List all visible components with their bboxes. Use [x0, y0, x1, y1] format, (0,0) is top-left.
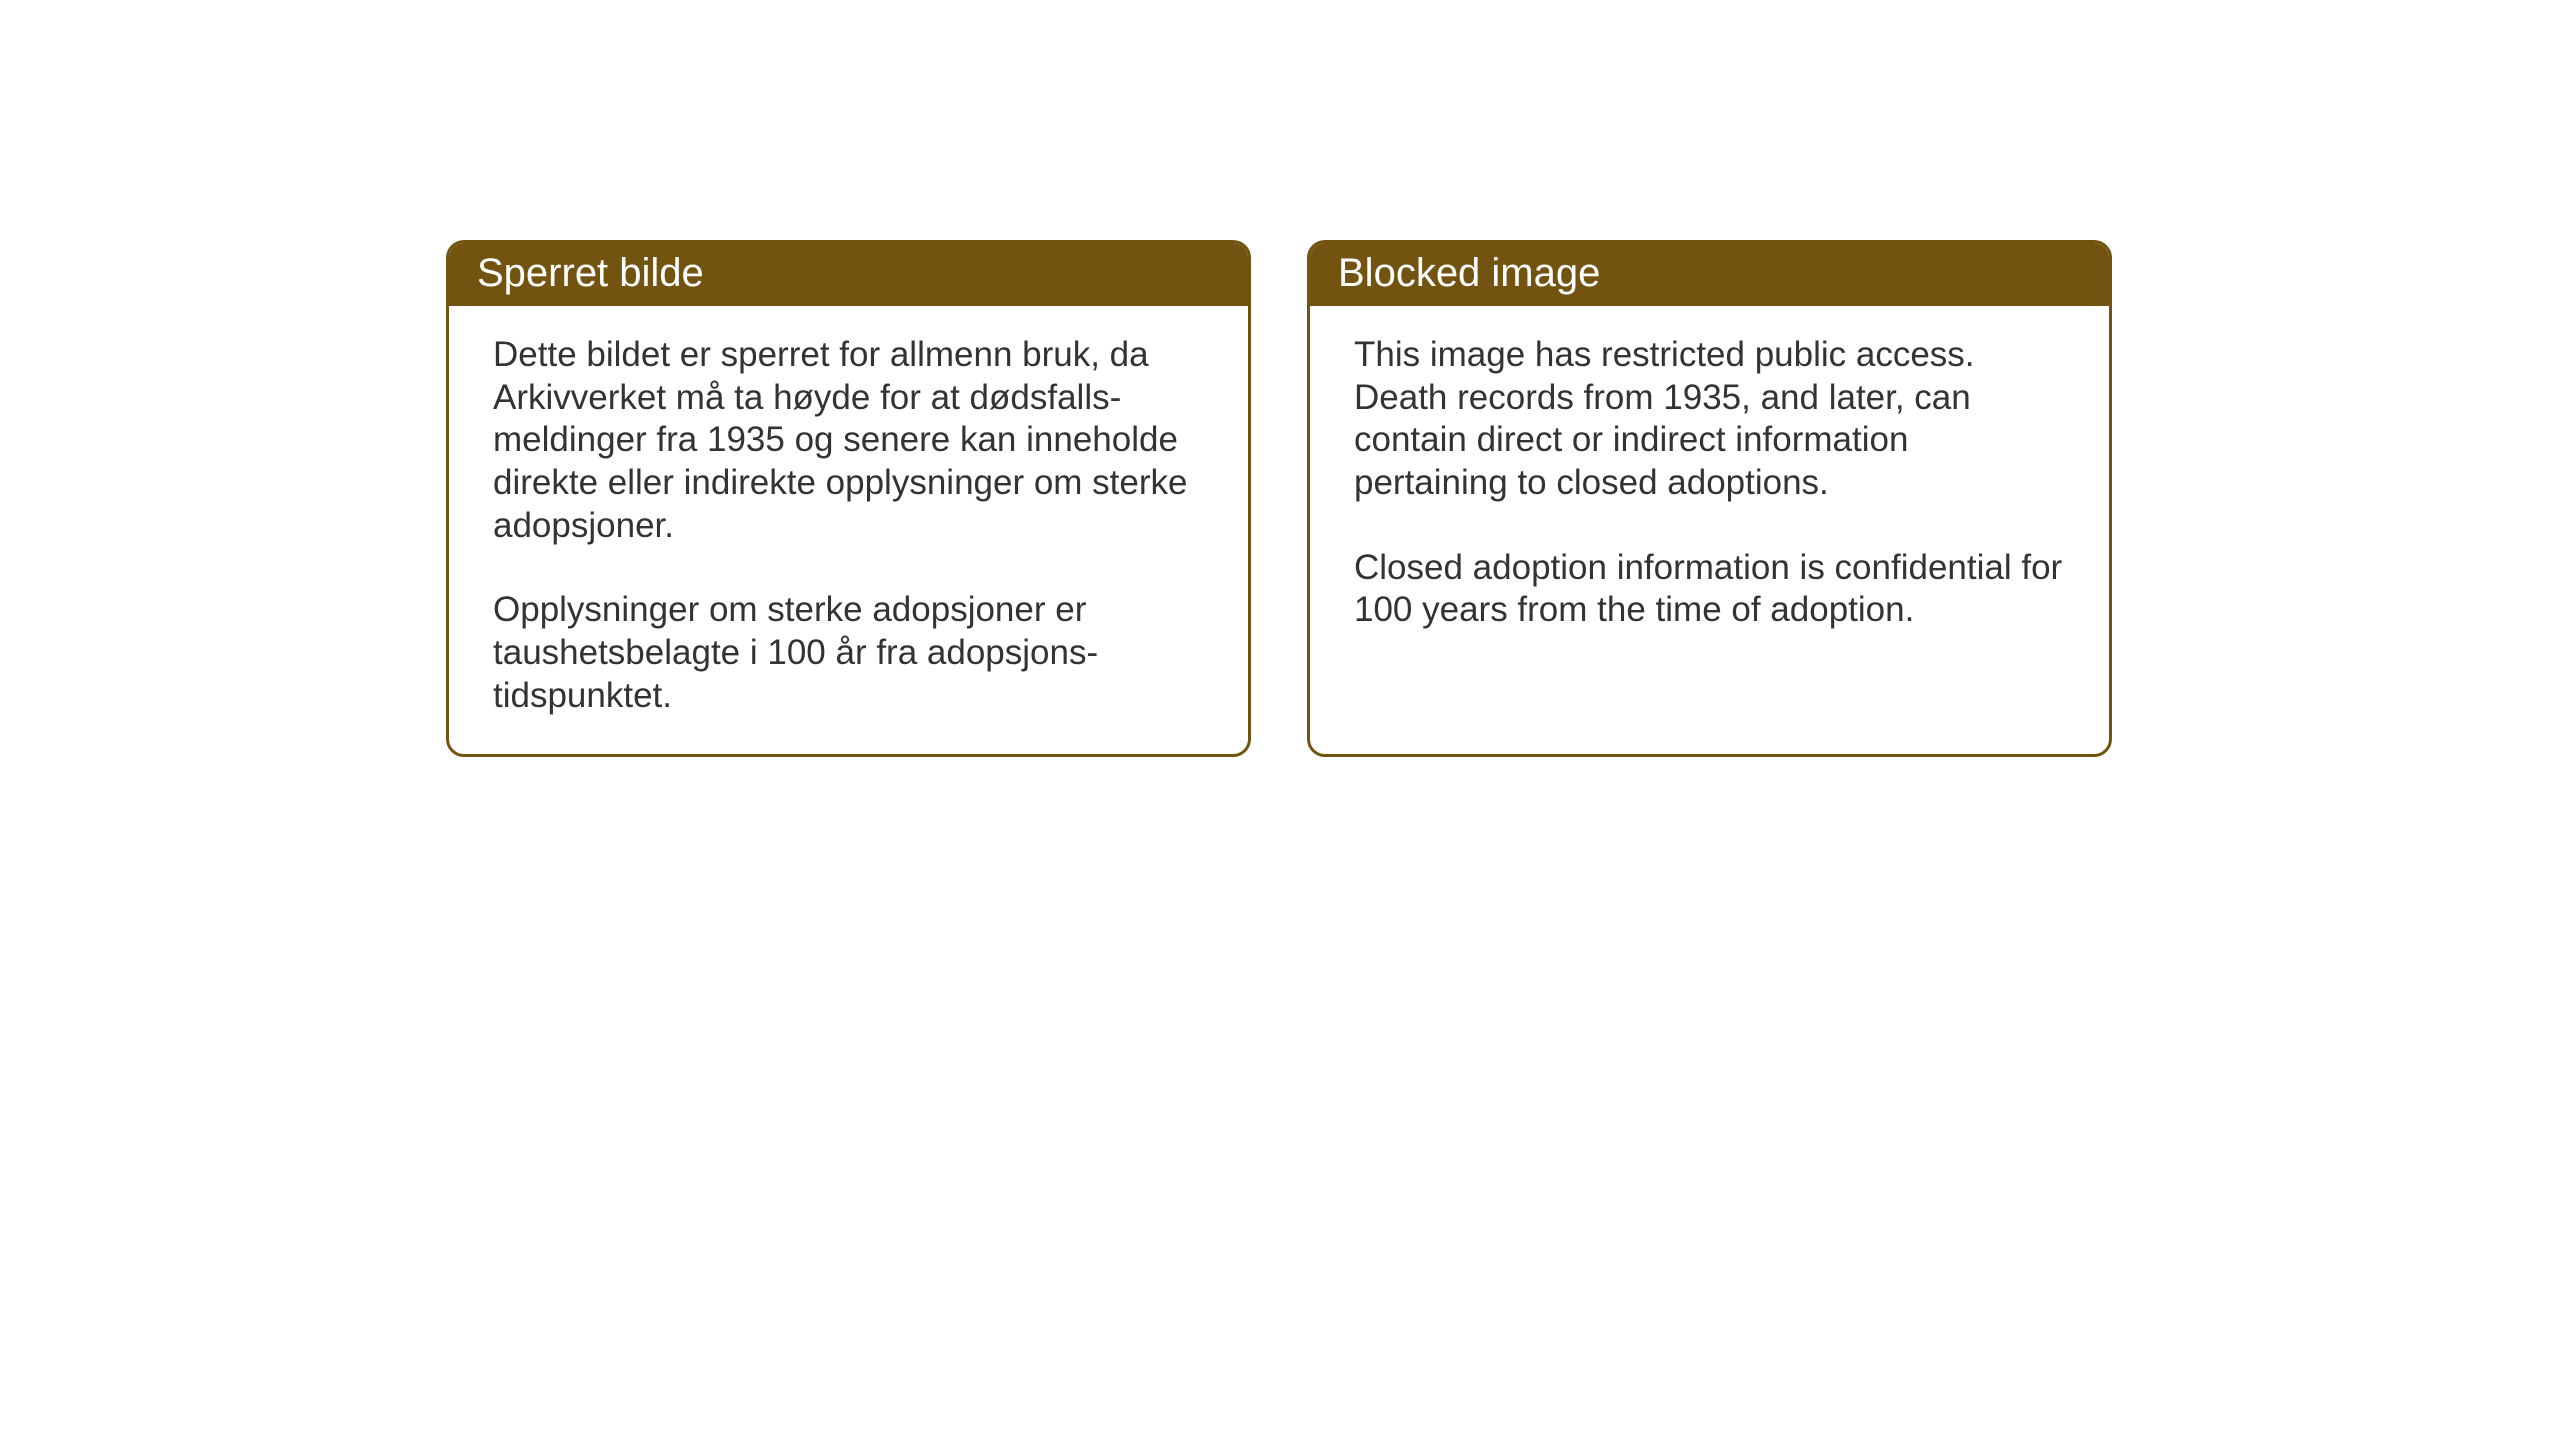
card-paragraph-1-norwegian: Dette bildet er sperret for allmenn bruk… — [493, 334, 1204, 547]
card-header-norwegian: Sperret bilde — [449, 243, 1248, 306]
notice-card-norwegian: Sperret bilde Dette bildet er sperret fo… — [446, 240, 1251, 757]
notice-container: Sperret bilde Dette bildet er sperret fo… — [446, 240, 2112, 757]
card-paragraph-1-english: This image has restricted public access.… — [1354, 334, 2065, 505]
card-title-norwegian: Sperret bilde — [477, 251, 704, 295]
card-paragraph-2-english: Closed adoption information is confident… — [1354, 547, 2065, 632]
card-body-english: This image has restricted public access.… — [1310, 306, 2109, 668]
card-body-norwegian: Dette bildet er sperret for allmenn bruk… — [449, 306, 1248, 754]
card-title-english: Blocked image — [1338, 251, 1600, 295]
notice-card-english: Blocked image This image has restricted … — [1307, 240, 2112, 757]
card-header-english: Blocked image — [1310, 243, 2109, 306]
card-paragraph-2-norwegian: Opplysninger om sterke adopsjoner er tau… — [493, 589, 1204, 717]
